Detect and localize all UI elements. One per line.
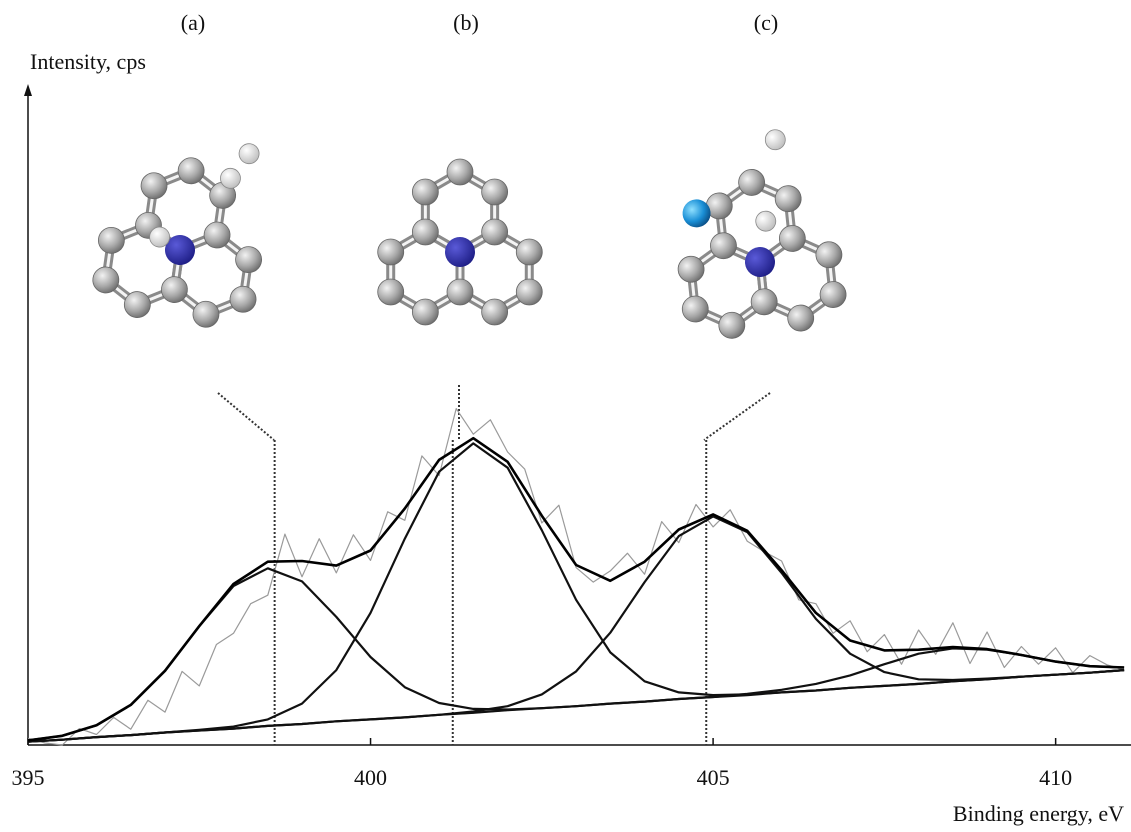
series-line (28, 409, 1124, 745)
carbon-atom (412, 299, 438, 325)
carbon-atom (447, 279, 473, 305)
molecule-structures (88, 124, 849, 440)
series-line (28, 438, 1124, 740)
x-tick-label: 395 (12, 765, 45, 790)
carbon-atom (516, 239, 542, 265)
carbon-atom (482, 299, 508, 325)
carbon-atom (139, 171, 168, 200)
hydrogen-atom (755, 210, 777, 232)
x-tick-label: 410 (1039, 765, 1072, 790)
carbon-atom (412, 219, 438, 245)
carbon-atom (516, 279, 542, 305)
chart: Intensity, cps Binding energy, eV 395 400… (0, 0, 1131, 832)
y-axis-arrow (24, 84, 32, 96)
x-tick-label: 400 (354, 765, 387, 790)
carbon-atom (228, 285, 257, 314)
carbon-atom (815, 240, 844, 269)
carbon-atom (482, 179, 508, 205)
leader-line (704, 393, 770, 440)
carbon-atom (378, 239, 404, 265)
y-axis-label: Intensity, cps (30, 49, 146, 74)
molecule (665, 124, 850, 343)
series-line (28, 648, 1124, 741)
molecule (88, 125, 277, 334)
carbon-atom (97, 226, 126, 255)
carbon-atom (378, 279, 404, 305)
x-axis-label: Binding energy, eV (953, 801, 1124, 826)
hydrogen-atom (764, 129, 786, 151)
carbon-atom (681, 295, 710, 324)
nitrogen-atom (445, 237, 475, 267)
panel-label: (b) (453, 10, 479, 35)
carbon-atom (412, 179, 438, 205)
carbon-atom (774, 184, 803, 213)
panel-label: (a) (181, 10, 205, 35)
series-line (28, 516, 1124, 741)
leader-line (218, 393, 274, 440)
series-line (28, 443, 1124, 741)
hydrogen-atom (238, 142, 261, 165)
carbon-atom (447, 159, 473, 185)
panel-label: (c) (754, 10, 778, 35)
molecule (378, 159, 543, 325)
carbon-atom (482, 219, 508, 245)
x-tick-label: 405 (697, 765, 730, 790)
series-line (28, 568, 1124, 740)
page: Intensity, cps Binding energy, eV 395 400… (0, 0, 1131, 832)
